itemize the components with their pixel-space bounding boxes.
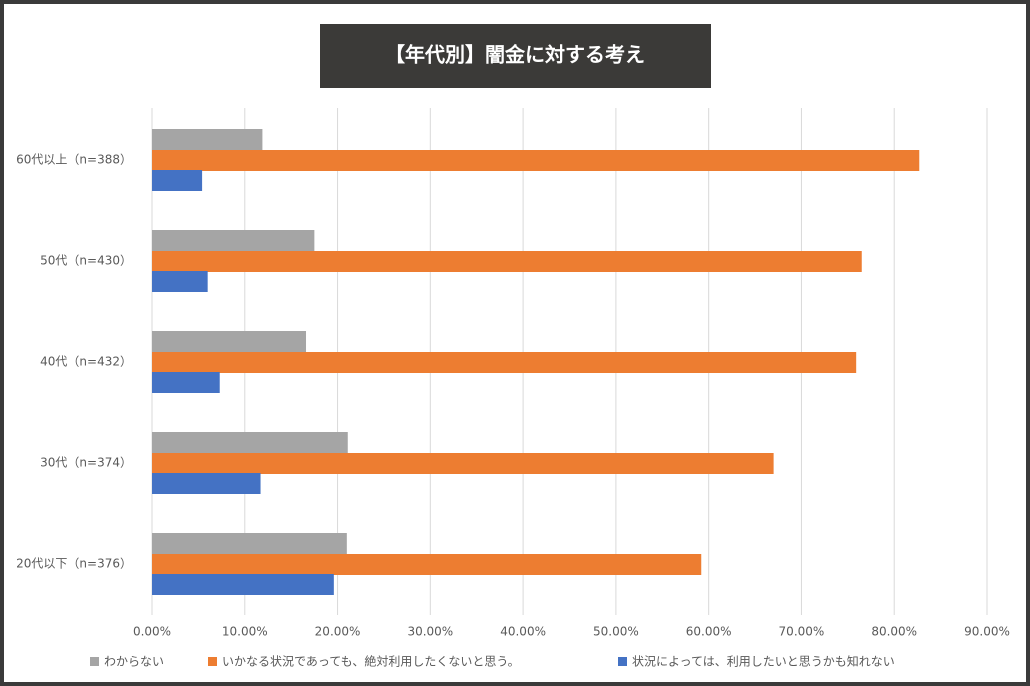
bar	[152, 372, 220, 393]
legend-swatch	[208, 657, 217, 666]
bar	[152, 230, 315, 251]
chart-title: 【年代別】闇金に対する考え	[385, 43, 645, 67]
y-tick-label: 50代（n=430）	[40, 254, 132, 268]
bar	[152, 473, 261, 494]
y-tick-label: 60代以上（n=388）	[16, 153, 132, 167]
y-tick-label: 20代以下（n=376）	[16, 557, 132, 571]
x-tick-label: 20.00%	[315, 625, 361, 639]
x-tick-label: 30.00%	[407, 625, 453, 639]
bar	[152, 331, 307, 352]
x-tick-label: 70.00%	[779, 625, 825, 639]
bar	[152, 533, 347, 554]
bar	[152, 170, 203, 191]
x-tick-label: 10.00%	[222, 625, 268, 639]
bar	[152, 271, 208, 292]
bar	[152, 432, 348, 453]
legend-label: いかなる状況であっても、絶対利用したくないと思う。	[222, 654, 520, 669]
bar	[152, 574, 334, 595]
bar	[152, 150, 920, 171]
x-tick-label: 90.00%	[964, 625, 1010, 639]
bar	[152, 251, 862, 272]
legend-swatch	[618, 657, 627, 666]
title-box	[320, 24, 711, 88]
x-tick-label: 50.00%	[593, 625, 639, 639]
x-tick-label: 80.00%	[871, 625, 917, 639]
x-tick-label: 60.00%	[686, 625, 732, 639]
bar	[152, 129, 263, 150]
legend-label: 状況によっては、利用したいと思うかも知れない	[632, 654, 895, 669]
x-tick-label: 40.00%	[500, 625, 546, 639]
y-tick-label: 30代（n=374）	[40, 456, 132, 470]
bar	[152, 453, 774, 474]
bar	[152, 554, 702, 575]
legend-label: わからない	[104, 655, 164, 669]
y-tick-label: 40代（n=432）	[40, 355, 132, 369]
x-tick-label: 0.00%	[133, 625, 171, 639]
bar	[152, 352, 857, 373]
legend-swatch	[90, 657, 99, 666]
